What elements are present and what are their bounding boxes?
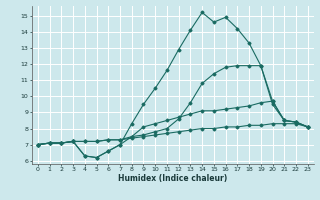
X-axis label: Humidex (Indice chaleur): Humidex (Indice chaleur) [118,174,228,183]
